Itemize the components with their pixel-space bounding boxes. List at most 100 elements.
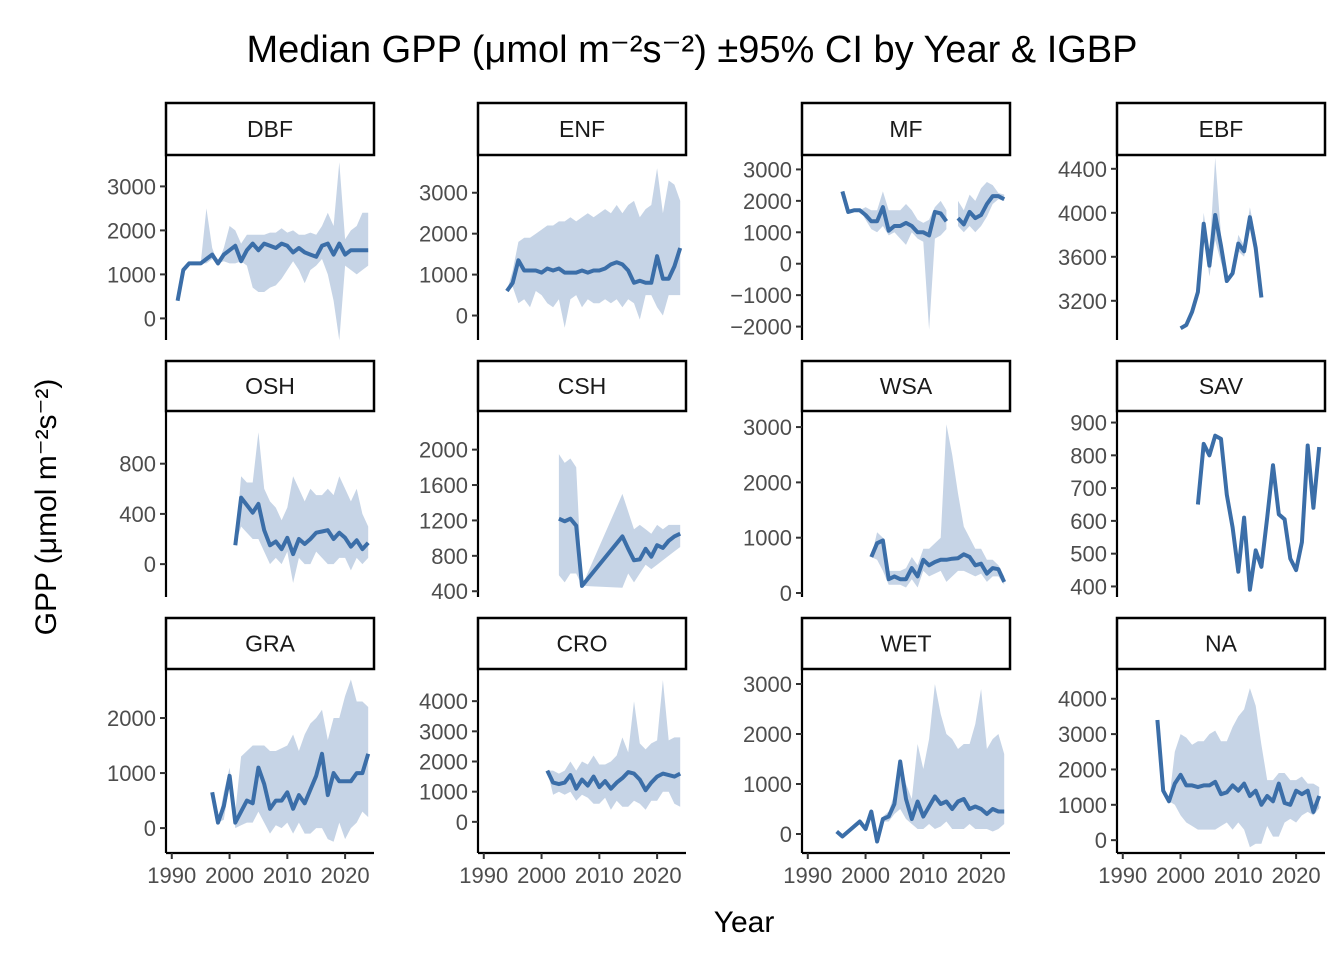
y-tick-label: 1000 (107, 761, 156, 786)
facet-strip-label: CRO (556, 631, 607, 657)
y-tick-label: 2000 (419, 750, 468, 775)
facet-strip-label: GRA (245, 631, 296, 657)
y-tick-label: 3000 (419, 181, 468, 206)
median-line (1155, 719, 1322, 814)
y-tick-label: 1000 (419, 780, 468, 805)
y-tick-label: 400 (119, 502, 156, 527)
facet-strip-label: SAV (1199, 373, 1244, 399)
facet-panel-cro: CRO 4000 3000 2000 1000 0 1990 2000 2010 2020 (419, 616, 688, 888)
y-tick-label: 800 (1070, 443, 1107, 468)
facet-panels: DBF 0 1000 2000 3000 ENF 0 1000 2000 3000 MF 3000 20… (107, 101, 1327, 888)
x-tick-label: 1990 (783, 863, 832, 888)
y-tick-label: 400 (1070, 574, 1107, 599)
ci-band (547, 680, 681, 810)
facet-panel-gra: GRA 2000 1000 0 1990 2000 2010 2020 (107, 616, 376, 888)
facet-strip-label: WET (880, 631, 931, 657)
y-tick-label: 3000 (743, 157, 792, 182)
x-tick-label: 2020 (957, 863, 1006, 888)
median-line (233, 495, 370, 557)
y-tick-label: 2000 (107, 218, 156, 243)
y-tick-label: 3000 (107, 174, 156, 199)
chart-title: Median GPP (μmol m⁻²s⁻²) ±95% CI by Year… (246, 29, 1137, 71)
y-tick-label: 1000 (107, 262, 156, 287)
facet-panel-csh: CSH 2000 1600 1200 800 400 (419, 359, 688, 604)
facet-panel-wsa: WSA 3000 2000 1000 0 (743, 359, 1012, 606)
x-tick-label: 2010 (1214, 863, 1263, 888)
facet-strip-label: NA (1205, 631, 1238, 657)
median-line (835, 759, 1005, 844)
median-line (1195, 433, 1322, 592)
ci-band (177, 162, 369, 341)
facet-strip-label: OSH (245, 373, 295, 399)
y-tick-label: 3600 (1058, 245, 1107, 270)
median-line (175, 241, 369, 302)
y-tick-label: 1000 (743, 526, 792, 551)
x-tick-label: 2010 (263, 863, 312, 888)
y-tick-label: 0 (144, 306, 156, 331)
x-axis-title: Year (714, 906, 775, 939)
facet-strip-dbf (164, 101, 376, 157)
y-tick-label: 900 (1070, 411, 1107, 436)
y-tick-label: 800 (431, 544, 468, 569)
facet-strip-wsa (800, 359, 1012, 413)
median-line (1179, 213, 1264, 331)
y-tick-label: 0 (456, 304, 468, 329)
facet-panel-osh: OSH 0 400 800 (119, 359, 376, 597)
facet-panel-dbf: DBF 0 1000 2000 3000 (107, 101, 376, 341)
x-tick-label: 2010 (575, 863, 624, 888)
y-axis-title: GPP (μmol m⁻²s⁻²) (30, 379, 63, 636)
facet-strip-label: MF (889, 116, 922, 142)
ci-band (1157, 688, 1320, 848)
x-tick-label: 1990 (459, 863, 508, 888)
facet-panel-na: NA 4000 3000 2000 1000 0 1990 2000 2010 2020 (1058, 616, 1327, 888)
facet-strip-gra (164, 616, 376, 671)
y-tick-label: 1600 (419, 473, 468, 498)
facet-strip-enf (476, 101, 688, 157)
y-tick-label: 2000 (419, 222, 468, 247)
x-tick-label: 2020 (321, 863, 370, 888)
y-tick-label: 2000 (743, 722, 792, 747)
y-tick-label: 0 (456, 810, 468, 835)
median-line (505, 247, 683, 293)
median-line (840, 190, 949, 238)
ci-band (558, 454, 681, 588)
x-tick-label: 2020 (1272, 863, 1321, 888)
y-tick-label: 3000 (743, 415, 792, 440)
x-tick-label: 2000 (517, 863, 566, 888)
y-tick-label: 2000 (743, 470, 792, 495)
ci-band (836, 684, 1005, 844)
y-tick-label: 0 (144, 816, 156, 841)
facet-strip-wet (800, 616, 1012, 671)
facet-strip-ebf (1115, 101, 1327, 157)
median-line (558, 516, 682, 588)
y-tick-label: 4000 (419, 689, 468, 714)
facet-strip-label: CSH (558, 373, 607, 399)
y-tick-label: 1000 (1058, 793, 1107, 818)
y-tick-label: 0 (144, 552, 156, 577)
x-tick-label: 2000 (1156, 863, 1205, 888)
facet-strip-osh (164, 359, 376, 413)
x-tick-label: 2010 (899, 863, 948, 888)
y-tick-label: 2000 (1058, 757, 1107, 782)
y-tick-label: 2000 (419, 438, 468, 463)
ci-band (1197, 435, 1320, 590)
y-tick-label: 4000 (1058, 201, 1107, 226)
median-line (869, 538, 1007, 583)
median-line (956, 194, 1006, 227)
y-tick-label: 2000 (107, 706, 156, 731)
y-tick-label: 1000 (743, 220, 792, 245)
y-tick-label: 3000 (419, 719, 468, 744)
x-tick-label: 1990 (1098, 863, 1147, 888)
y-tick-label: −2000 (730, 315, 792, 340)
x-tick-label: 1990 (147, 863, 196, 888)
facet-strip-cro (476, 616, 688, 671)
ci-band (842, 191, 947, 330)
facet-panel-sav: SAV 900 800 700 600 500 400 (1070, 359, 1327, 599)
y-tick-label: 800 (119, 452, 156, 477)
median-line (210, 751, 371, 825)
x-tick-label: 2000 (841, 863, 890, 888)
y-tick-label: 0 (780, 252, 792, 277)
facet-panel-enf: ENF 0 1000 2000 3000 (419, 101, 688, 340)
facet-strip-label: WSA (880, 373, 933, 399)
